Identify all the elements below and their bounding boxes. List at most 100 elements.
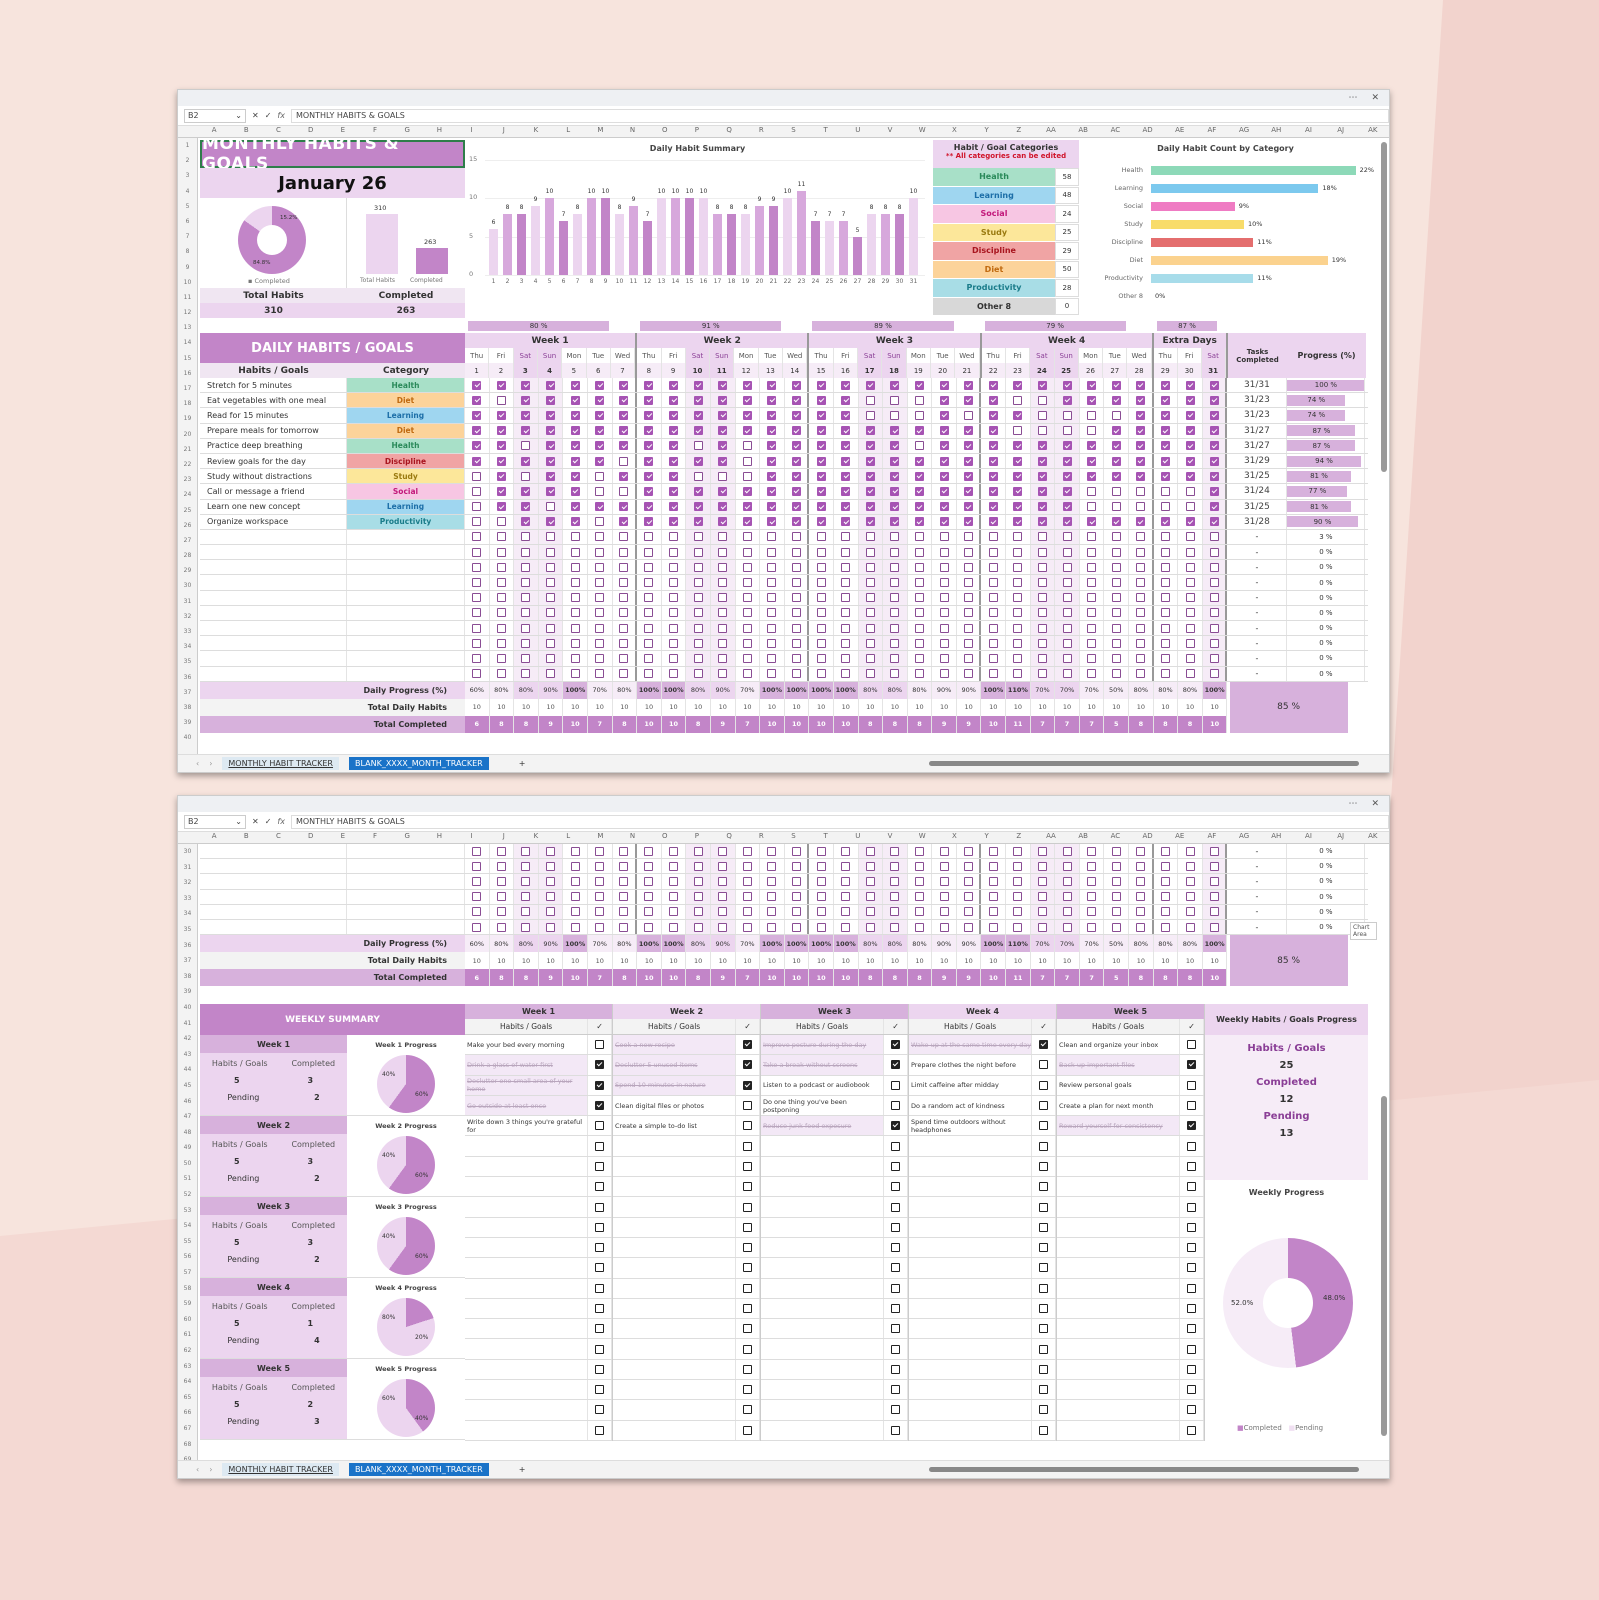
goal-checkbox[interactable] <box>743 1161 753 1171</box>
habit-checkbox[interactable] <box>1013 562 1023 572</box>
row-number[interactable]: 45 <box>183 1081 192 1089</box>
habit-checkbox[interactable] <box>988 922 998 932</box>
habit-checkbox[interactable] <box>718 502 728 512</box>
habit-checkbox[interactable] <box>767 669 777 679</box>
habit-checkbox[interactable] <box>546 861 556 871</box>
habit-checkbox[interactable] <box>1160 846 1170 856</box>
habit-checkbox[interactable] <box>963 547 973 557</box>
column-header[interactable]: J <box>502 126 505 134</box>
habit-checkbox[interactable] <box>1160 380 1170 390</box>
row-number[interactable]: 41 <box>183 1019 192 1027</box>
row-number[interactable]: 64 <box>183 1378 192 1386</box>
habit-checkbox[interactable] <box>619 502 629 512</box>
habit-checkbox[interactable] <box>841 623 851 633</box>
column-header[interactable]: R <box>758 126 764 134</box>
habit-checkbox[interactable] <box>1135 502 1145 512</box>
habit-checkbox[interactable] <box>472 410 482 420</box>
habit-checkbox[interactable] <box>693 593 703 603</box>
habit-checkbox[interactable] <box>619 653 629 663</box>
habit-checkbox[interactable] <box>988 441 998 451</box>
habit-checkbox[interactable] <box>570 669 580 679</box>
habit-checkbox[interactable] <box>1037 380 1047 390</box>
habit-checkbox[interactable] <box>742 578 752 588</box>
column-header[interactable]: P <box>694 126 700 134</box>
category-empty[interactable] <box>347 575 465 590</box>
goal-checkbox[interactable] <box>595 1161 605 1171</box>
goal-checkbox[interactable] <box>1039 1263 1049 1273</box>
prev-sheet-icon[interactable]: ‹ <box>196 759 200 768</box>
column-header[interactable]: F <box>373 832 378 840</box>
goal-text[interactable] <box>613 1177 737 1197</box>
row-number[interactable]: 49 <box>183 1144 192 1152</box>
goal-checkbox[interactable] <box>1039 1283 1049 1293</box>
goal-checkbox[interactable] <box>891 1161 901 1171</box>
habit-checkbox[interactable] <box>865 846 875 856</box>
habit-checkbox[interactable] <box>718 410 728 420</box>
category-empty[interactable] <box>347 919 465 935</box>
habit-checkbox[interactable] <box>546 502 556 512</box>
habit-checkbox[interactable] <box>1087 907 1097 917</box>
goal-text[interactable] <box>909 1177 1033 1197</box>
habit-checkbox[interactable] <box>1135 861 1145 871</box>
goal-checkbox[interactable] <box>1187 1101 1197 1111</box>
habit-checkbox[interactable] <box>693 456 703 466</box>
habit-checkbox[interactable] <box>988 578 998 588</box>
habit-checkbox[interactable] <box>546 395 556 405</box>
habit-checkbox[interactable] <box>890 876 900 886</box>
habit-checkbox[interactable] <box>742 395 752 405</box>
habit-checkbox[interactable] <box>546 486 556 496</box>
habit-checkbox[interactable] <box>816 593 826 603</box>
habit-checkbox[interactable] <box>472 623 482 633</box>
habit-checkbox[interactable] <box>669 593 679 603</box>
row-number[interactable]: 68 <box>183 1440 192 1448</box>
habit-checkbox[interactable] <box>988 456 998 466</box>
goal-checkbox[interactable] <box>743 1385 753 1395</box>
habit-checkbox[interactable] <box>1185 486 1195 496</box>
habit-checkbox[interactable] <box>865 547 875 557</box>
goal-text[interactable] <box>613 1359 737 1380</box>
habit-checkbox[interactable] <box>841 395 851 405</box>
goal-text[interactable] <box>465 1258 589 1278</box>
habit-checkbox[interactable] <box>742 907 752 917</box>
habit-checkbox[interactable] <box>1087 380 1097 390</box>
habit-checkbox[interactable] <box>1087 410 1097 420</box>
habit-checkbox[interactable] <box>644 395 654 405</box>
column-header[interactable]: Q <box>726 126 732 134</box>
habit-checkbox[interactable] <box>963 907 973 917</box>
column-header[interactable]: T <box>823 126 828 134</box>
habit-checkbox[interactable] <box>521 547 531 557</box>
habit-checkbox[interactable] <box>865 861 875 871</box>
row-number[interactable]: 61 <box>183 1331 192 1339</box>
habit-checkbox[interactable] <box>595 876 605 886</box>
row-number[interactable]: 33 <box>183 628 192 635</box>
weekly-progress-chart[interactable]: Weekly Progress 52.0% 48.0% ■Completed ■… <box>1205 1182 1368 1447</box>
habit-checkbox[interactable] <box>693 441 703 451</box>
habit-checkbox[interactable] <box>791 907 801 917</box>
habit-checkbox[interactable] <box>1062 517 1072 527</box>
habit-checkbox[interactable] <box>890 517 900 527</box>
goal-checkbox[interactable] <box>1187 1121 1197 1131</box>
habit-checkbox[interactable] <box>718 395 728 405</box>
column-header[interactable]: H <box>436 126 443 134</box>
category-empty[interactable] <box>347 529 465 545</box>
row-number[interactable]: 15 <box>183 354 192 362</box>
goal-text[interactable] <box>1057 1339 1181 1359</box>
column-header[interactable]: K <box>533 832 539 840</box>
goal-text[interactable] <box>761 1380 885 1400</box>
habit-checkbox[interactable] <box>1037 623 1047 633</box>
row-number[interactable]: 18 <box>183 400 192 408</box>
habit-checkbox[interactable] <box>693 608 703 618</box>
habit-checkbox[interactable] <box>816 502 826 512</box>
habit-name-empty[interactable] <box>200 904 347 919</box>
column-header[interactable]: C <box>276 832 281 840</box>
goal-checkbox[interactable] <box>1039 1141 1049 1151</box>
column-header[interactable]: K <box>533 126 539 134</box>
goal-checkbox[interactable] <box>1187 1141 1197 1151</box>
goal-text[interactable]: Review personal goals <box>1057 1075 1181 1095</box>
row-number[interactable]: 37 <box>183 688 192 696</box>
habit-checkbox[interactable] <box>841 547 851 557</box>
habit-checkbox[interactable] <box>914 395 924 405</box>
habit-checkbox[interactable] <box>988 426 998 436</box>
column-header[interactable]: W <box>918 832 926 840</box>
goal-checkbox[interactable] <box>891 1060 901 1070</box>
